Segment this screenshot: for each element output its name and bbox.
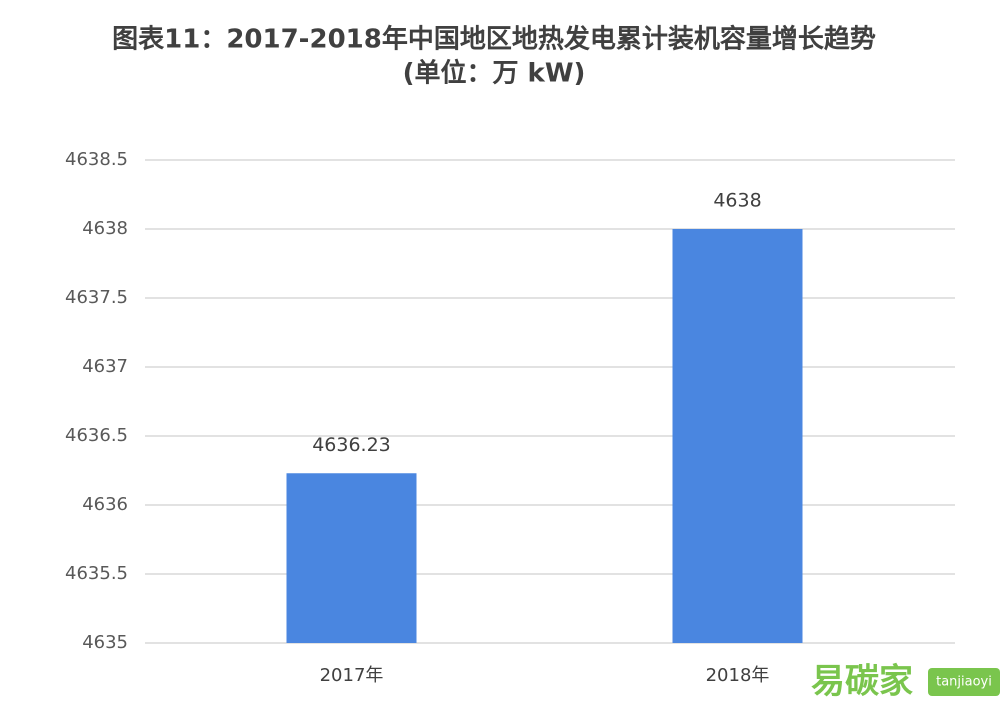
y-tick-label: 4638.5 [65,149,128,170]
y-tick-label: 4636 [82,494,128,515]
x-tick-label: 2017年 [320,665,384,686]
chart-subtitle: (单位：万 kW) [403,58,586,89]
y-tick-label: 4636.5 [65,425,128,446]
y-tick-label: 4638 [82,218,128,239]
watermark-url: tanjiaoyi [936,675,992,690]
watermark: 易碳家 [811,662,913,702]
y-tick-label: 4637.5 [65,287,128,308]
watermark-logo: 易碳家 tanjiaoyi [811,662,1000,702]
y-tick-label: 4635 [82,632,128,653]
value-label: 4636.23 [312,434,391,456]
bar [286,473,417,643]
chart-title: 图表11：2017-2018年中国地区地热发电累计装机容量增长趋势 [112,24,876,55]
watermark-box [928,668,1000,696]
y-tick-label: 4637 [82,356,128,377]
bar [672,229,803,643]
x-tick-label: 2018年 [706,665,770,686]
y-tick-label: 4635.5 [65,563,128,584]
value-label: 4638 [713,190,761,212]
